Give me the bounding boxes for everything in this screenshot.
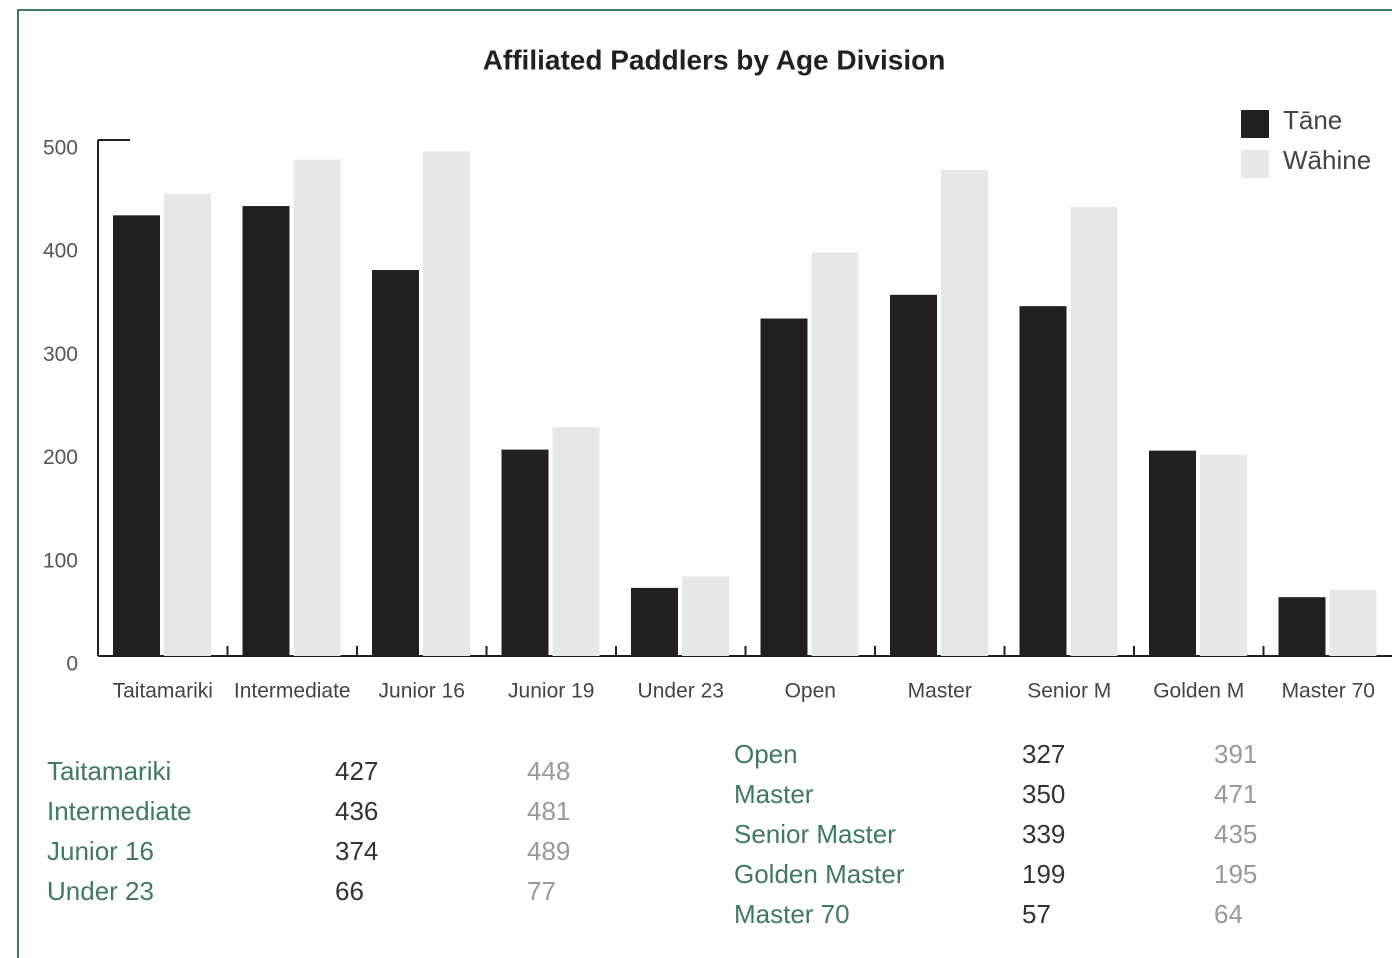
y-tick-label: 400 (43, 240, 78, 263)
cell-value: 195 (1214, 859, 1257, 889)
bar (501, 449, 549, 656)
cell-value: 199 (1022, 859, 1065, 889)
cell-value: 374 (335, 836, 378, 866)
x-tick-label: Senior M (1027, 680, 1111, 703)
cell-value: 350 (1022, 779, 1065, 809)
cell-value: 436 (335, 796, 378, 826)
cell-value: 64 (1214, 899, 1243, 929)
bar (113, 215, 160, 656)
cell-value: 77 (527, 876, 556, 906)
cell-value: 57 (1022, 899, 1051, 929)
bar (1149, 450, 1196, 656)
bar (1019, 306, 1067, 656)
y-tick-label: 0 (66, 653, 78, 676)
bar (682, 576, 729, 656)
cell-value: 435 (1214, 819, 1257, 849)
cell-value: 481 (527, 796, 570, 826)
x-tick-label: Master (908, 680, 972, 703)
bar (1278, 597, 1326, 656)
bar (941, 169, 988, 657)
y-tick-label: 100 (43, 549, 78, 572)
x-tick-label: Taitamariki (113, 680, 213, 703)
cell-value: 448 (527, 756, 570, 786)
x-tick-label: Golden M (1153, 680, 1244, 703)
bar (760, 318, 808, 656)
row-label: Senior Master (734, 819, 896, 849)
bar (552, 426, 600, 656)
cell-value: 339 (1022, 819, 1065, 849)
cell-value: 391 (1214, 739, 1257, 769)
x-tick-label: Junior 16 (379, 680, 465, 703)
cell-value: 471 (1214, 779, 1257, 809)
cell-value: 66 (335, 876, 364, 906)
x-tick-label: Junior 19 (508, 680, 594, 703)
legend-label: Tāne (1283, 105, 1342, 135)
row-label: Under 23 (47, 876, 154, 906)
row-label: Master (734, 779, 814, 809)
x-tick-label: Master 70 (1282, 680, 1375, 703)
row-label: Golden Master (734, 859, 905, 889)
cell-value: 327 (1022, 739, 1065, 769)
chart-title: Affiliated Paddlers by Age Division (483, 44, 946, 75)
cell-value: 427 (335, 756, 378, 786)
bar (811, 252, 859, 656)
row-label: Taitamariki (47, 756, 171, 786)
y-tick-label: 300 (43, 343, 78, 366)
y-tick-label: 200 (43, 446, 78, 469)
x-tick-label: Open (785, 680, 836, 703)
bar (1070, 207, 1118, 656)
frame (17, 9, 1392, 958)
bar (164, 193, 211, 656)
bar (631, 587, 678, 656)
y-tick-label: 500 (43, 137, 78, 160)
legend-swatch (1241, 110, 1269, 138)
bar (242, 206, 290, 656)
row-label: Open (734, 739, 798, 769)
bar (1329, 589, 1377, 656)
row-label: Junior 16 (47, 836, 154, 866)
bar (423, 151, 470, 657)
cell-value: 489 (527, 836, 570, 866)
legend-swatch (1241, 150, 1269, 178)
x-tick-label: Intermediate (234, 680, 351, 703)
bar (293, 159, 341, 656)
bar (1200, 454, 1247, 656)
legend-label: Wāhine (1283, 145, 1371, 175)
row-label: Master 70 (734, 899, 850, 929)
x-tick-label: Under 23 (638, 680, 724, 703)
bar (372, 270, 419, 656)
bar (890, 294, 937, 656)
row-label: Intermediate (47, 796, 192, 826)
